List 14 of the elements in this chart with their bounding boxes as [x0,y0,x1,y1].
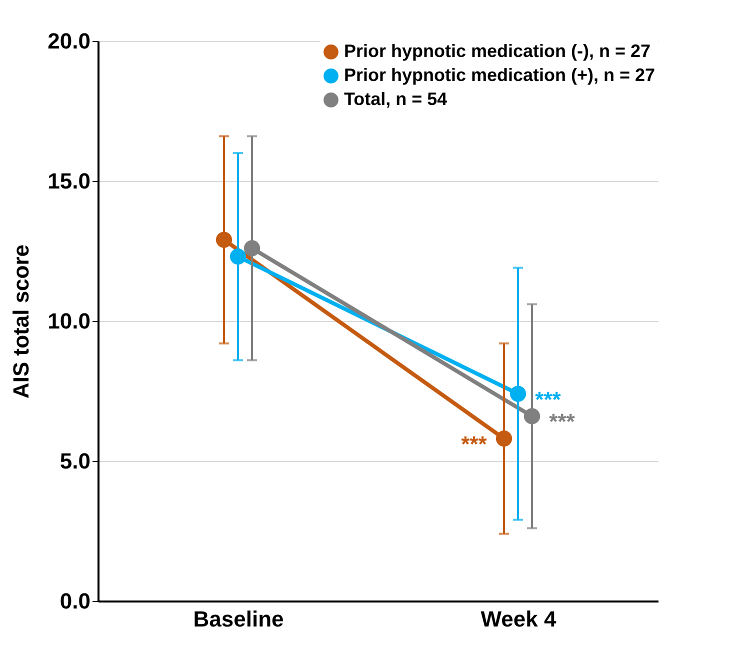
y-axis-title: AIS total score [8,244,34,399]
y-tick-label: 0.0 [60,588,90,614]
legend-label: Total, n = 54 [344,89,448,109]
y-tick-label: 10.0 [48,308,90,334]
y-tick-label: 20.0 [48,28,90,54]
y-tick-label: 5.0 [60,448,90,474]
legend-label: Prior hypnotic medication (+), n = 27 [344,65,656,85]
x-tick-label: Baseline [193,606,284,632]
annotation: *** [461,432,488,457]
y-tick-label: 15.0 [48,168,90,194]
legend-label: Prior hypnotic medication (-), n = 27 [344,41,651,61]
x-tick-label: Week 4 [480,606,557,632]
annotation: *** [535,386,562,412]
annotation: *** [549,409,576,434]
